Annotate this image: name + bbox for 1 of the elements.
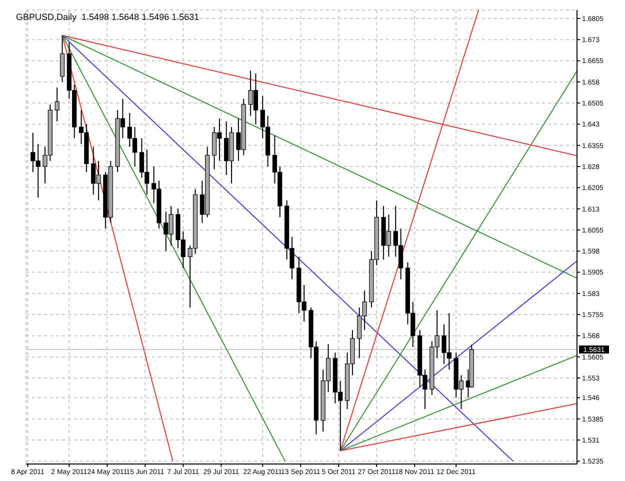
chart-title: GBPUSD,Daily 1.5498 1.5648 1.5496 1.5631	[16, 12, 200, 22]
